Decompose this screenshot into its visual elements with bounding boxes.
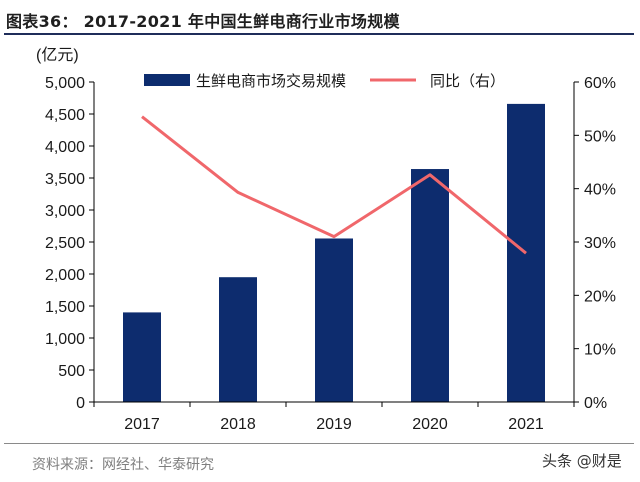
left-axis-unit: (亿元) (36, 46, 79, 64)
left-tick-label: 2,500 (45, 235, 85, 252)
right-tick-label: 30% (584, 235, 616, 252)
source-note: 资料来源：网经社、华泰研究 (32, 457, 214, 473)
right-tick-label: 40% (584, 182, 616, 199)
left-tick-label: 4,500 (45, 107, 85, 124)
right-tick-label: 20% (584, 288, 616, 305)
figure-title: 图表36： 2017-2021 年中国生鲜电商行业市场规模 (6, 12, 400, 31)
x-tick-label: 2021 (508, 416, 544, 433)
legend-line-label: 同比（右） (430, 73, 505, 90)
left-tick-label: 3,000 (45, 203, 85, 220)
bar-2018 (219, 277, 257, 402)
right-tick-label: 60% (584, 75, 616, 92)
left-tick-label: 2,000 (45, 267, 85, 284)
left-tick-label: 3,500 (45, 171, 85, 188)
x-tick-label: 2017 (124, 416, 160, 433)
left-tick-label: 1,000 (45, 331, 85, 348)
left-tick-label: 5,000 (45, 75, 85, 92)
watermark: 头条 @财是 (542, 452, 622, 470)
title-divider (4, 33, 634, 35)
x-tick-label: 2020 (412, 416, 448, 433)
right-tick-label: 0% (584, 395, 607, 412)
bar-2019 (315, 238, 353, 402)
x-tick-label: 2019 (316, 416, 352, 433)
right-tick-label: 50% (584, 128, 616, 145)
bar-2020 (411, 169, 449, 402)
right-tick-label: 10% (584, 342, 616, 359)
footer-divider (4, 443, 634, 444)
chart-area: 0 500 1,000 1,500 2,000 2,500 3,000 3,500 4,000 4… (36, 46, 616, 433)
legend-bar-label: 生鲜电商市场交易规模 (196, 72, 346, 90)
bar-2017 (123, 312, 161, 402)
left-tick-label: 1,500 (45, 299, 85, 316)
left-tick-label: 0 (76, 395, 85, 412)
left-tick-label: 4,000 (45, 139, 85, 156)
left-tick-label: 500 (58, 363, 85, 380)
figure-title-bar: 图表36： 2017-2021 年中国生鲜电商行业市场规模 (0, 0, 640, 32)
yoy-growth-line (141, 115, 527, 255)
legend-bar-swatch (144, 74, 190, 86)
x-tick-label: 2018 (220, 416, 256, 433)
